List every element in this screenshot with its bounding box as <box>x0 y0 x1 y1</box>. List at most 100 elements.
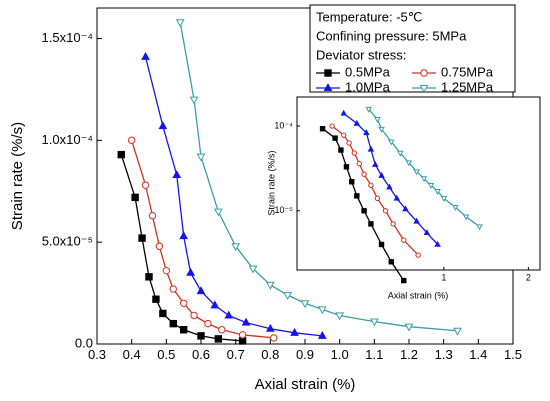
marker <box>434 188 441 195</box>
marker <box>155 242 164 250</box>
legend-title: Deviator stress: <box>316 47 406 62</box>
marker <box>338 147 344 153</box>
marker <box>270 334 278 342</box>
x-tick-label: 1.1 <box>365 347 383 362</box>
x-tick-label: 1 <box>441 272 446 282</box>
marker <box>434 240 441 247</box>
marker <box>440 196 448 203</box>
x-tick-label: 0.7 <box>227 347 245 362</box>
marker <box>476 224 483 231</box>
marker <box>265 323 275 332</box>
series-line <box>179 22 458 332</box>
marker <box>388 259 394 265</box>
marker <box>224 310 234 319</box>
marker <box>415 252 421 258</box>
marker <box>361 171 367 177</box>
marker <box>346 140 352 146</box>
marker <box>374 117 381 123</box>
marker <box>343 164 350 170</box>
inset-y-axis-label: Strain rate (%/s) <box>266 150 276 215</box>
marker <box>218 326 226 334</box>
marker <box>169 285 177 293</box>
marker <box>213 208 223 217</box>
marker <box>340 109 347 116</box>
marker <box>159 309 167 318</box>
series-line <box>144 56 323 337</box>
marker <box>405 160 413 167</box>
marker <box>349 179 355 185</box>
marker <box>117 150 125 159</box>
marker <box>378 126 385 133</box>
marker <box>186 267 195 276</box>
marker <box>404 323 414 332</box>
y-tick-label: 1.0x10⁻⁴ <box>42 132 93 147</box>
x-tick-label: 1.5 <box>504 347 522 362</box>
marker <box>453 327 462 336</box>
legend-label: 0.5MPa <box>345 64 391 79</box>
legend-title: Temperature: -5℃ <box>316 9 422 24</box>
marker <box>462 214 470 221</box>
marker <box>372 160 379 167</box>
inset-x-axis-label: Axial strain (%) <box>388 290 449 300</box>
marker <box>386 183 393 190</box>
marker <box>363 129 370 136</box>
legend-label: 1.25MPa <box>441 79 494 94</box>
marker <box>283 292 293 301</box>
marker <box>238 337 247 345</box>
x-tick-label: 1.3 <box>435 347 453 362</box>
marker <box>231 243 241 252</box>
marker <box>402 205 409 212</box>
marker <box>419 84 429 93</box>
marker <box>397 150 404 157</box>
legend-box <box>309 4 516 93</box>
legend-label: 0.75MPa <box>441 64 494 79</box>
marker <box>423 229 431 236</box>
x-tick-label: 1.2 <box>400 347 418 362</box>
marker <box>401 237 407 243</box>
x-tick-label: 0.8 <box>261 347 279 362</box>
marker <box>393 194 401 201</box>
marker <box>265 281 275 290</box>
series-line <box>131 140 274 339</box>
marker <box>179 231 189 240</box>
marker <box>356 160 363 167</box>
marker <box>179 326 188 334</box>
x-tick-label: 0.5 <box>157 347 175 362</box>
marker <box>179 299 188 307</box>
marker <box>152 295 160 303</box>
marker <box>196 153 206 162</box>
marker <box>452 204 459 211</box>
marker <box>172 170 182 179</box>
x-tick-label: 0.3 <box>88 347 106 362</box>
marker <box>145 273 153 281</box>
marker <box>374 195 381 202</box>
marker <box>420 69 428 77</box>
marker <box>141 181 150 189</box>
marker <box>427 182 435 189</box>
marker <box>332 135 338 141</box>
marker <box>390 221 396 227</box>
marker <box>368 221 374 227</box>
marker <box>317 306 327 315</box>
marker <box>353 119 361 126</box>
marker <box>317 330 327 339</box>
marker <box>210 300 220 309</box>
marker <box>341 132 347 138</box>
y-tick-label: 10⁻⁵ <box>275 205 294 215</box>
x-tick-label: 1.0 <box>331 347 349 362</box>
x-tick-label: 0.6 <box>192 347 210 362</box>
marker <box>323 83 333 92</box>
marker <box>300 300 310 309</box>
marker <box>420 176 428 183</box>
marker <box>382 208 389 214</box>
y-tick-label: 5.0x10⁻⁵ <box>42 234 93 249</box>
marker <box>324 69 332 77</box>
y-tick-label: 10⁻⁴ <box>274 120 293 130</box>
marker <box>388 139 395 146</box>
marker <box>290 327 299 336</box>
inset-frame <box>296 96 541 271</box>
marker <box>204 319 212 328</box>
x-tick-label: 1.4 <box>469 347 487 362</box>
marker <box>189 96 199 105</box>
